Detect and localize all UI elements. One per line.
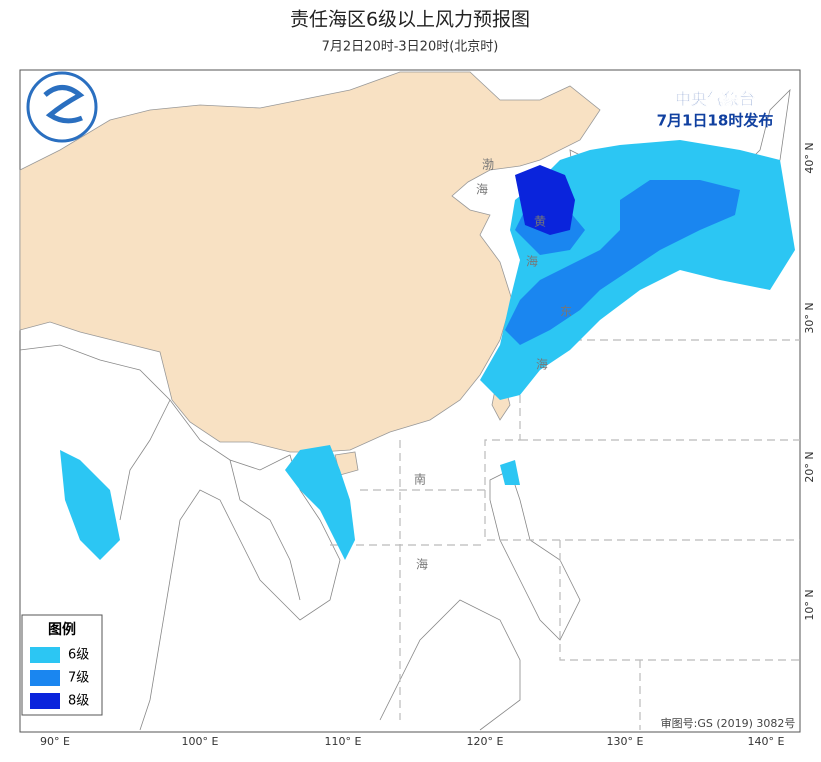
subtitle: 7月2日20时-3日20时(北京时) (322, 40, 499, 55)
wind-area-8 (515, 165, 575, 235)
sea-label: 东 (560, 305, 572, 319)
sea-label: 海 (526, 254, 538, 269)
coordinate-labels: 90° E 100° E 110° E 120° E 130° E 140° E 40° N… (40, 142, 816, 748)
latitude-label: 40° N (803, 142, 816, 173)
legend-swatch (30, 647, 60, 663)
indochina-border (19, 344, 341, 731)
sea-label: 南 (414, 472, 426, 487)
map-area (19, 69, 801, 733)
longitude-label: 90° E (40, 735, 70, 748)
philippines (489, 469, 581, 641)
longitude-label: 140° E (748, 735, 785, 748)
legend-label: 6级 (68, 648, 89, 663)
issuer-name: 中央气象台 (675, 90, 755, 109)
legend-swatch (30, 693, 60, 709)
sea-label: 黄 (534, 215, 546, 229)
sea-label: 海 (476, 182, 488, 197)
title: 责任海区6级以上风力预报图 (290, 9, 530, 31)
china-land (19, 71, 601, 453)
longitude-label: 100° E (182, 735, 219, 748)
cma-logo-mark (43, 85, 85, 124)
longitude-label: 110° E (325, 735, 362, 748)
sea-label: 海 (416, 557, 428, 572)
approval-number: 审图号:GS (2019) 3082号 (661, 716, 796, 730)
legend-title: 图例 (48, 621, 76, 638)
latitude-label: 30° N (803, 302, 816, 333)
legend-box (21, 614, 103, 716)
latitude-label: 10° N (803, 589, 816, 620)
legend-swatch (30, 670, 60, 686)
issuer-time: 7月1日18时发布 (657, 112, 774, 130)
longitude-label: 120° E (467, 735, 504, 748)
borneo (379, 599, 521, 731)
legend: 图例 6级 7级 8级 (21, 614, 103, 716)
longitude-label: 130° E (607, 735, 644, 748)
legend-label: 7级 (68, 671, 89, 686)
legend-label: 8级 (68, 694, 89, 709)
sea-label: 海 (536, 357, 548, 372)
latitude-label: 20° N (803, 451, 816, 482)
sea-label: 渤 (482, 158, 494, 172)
